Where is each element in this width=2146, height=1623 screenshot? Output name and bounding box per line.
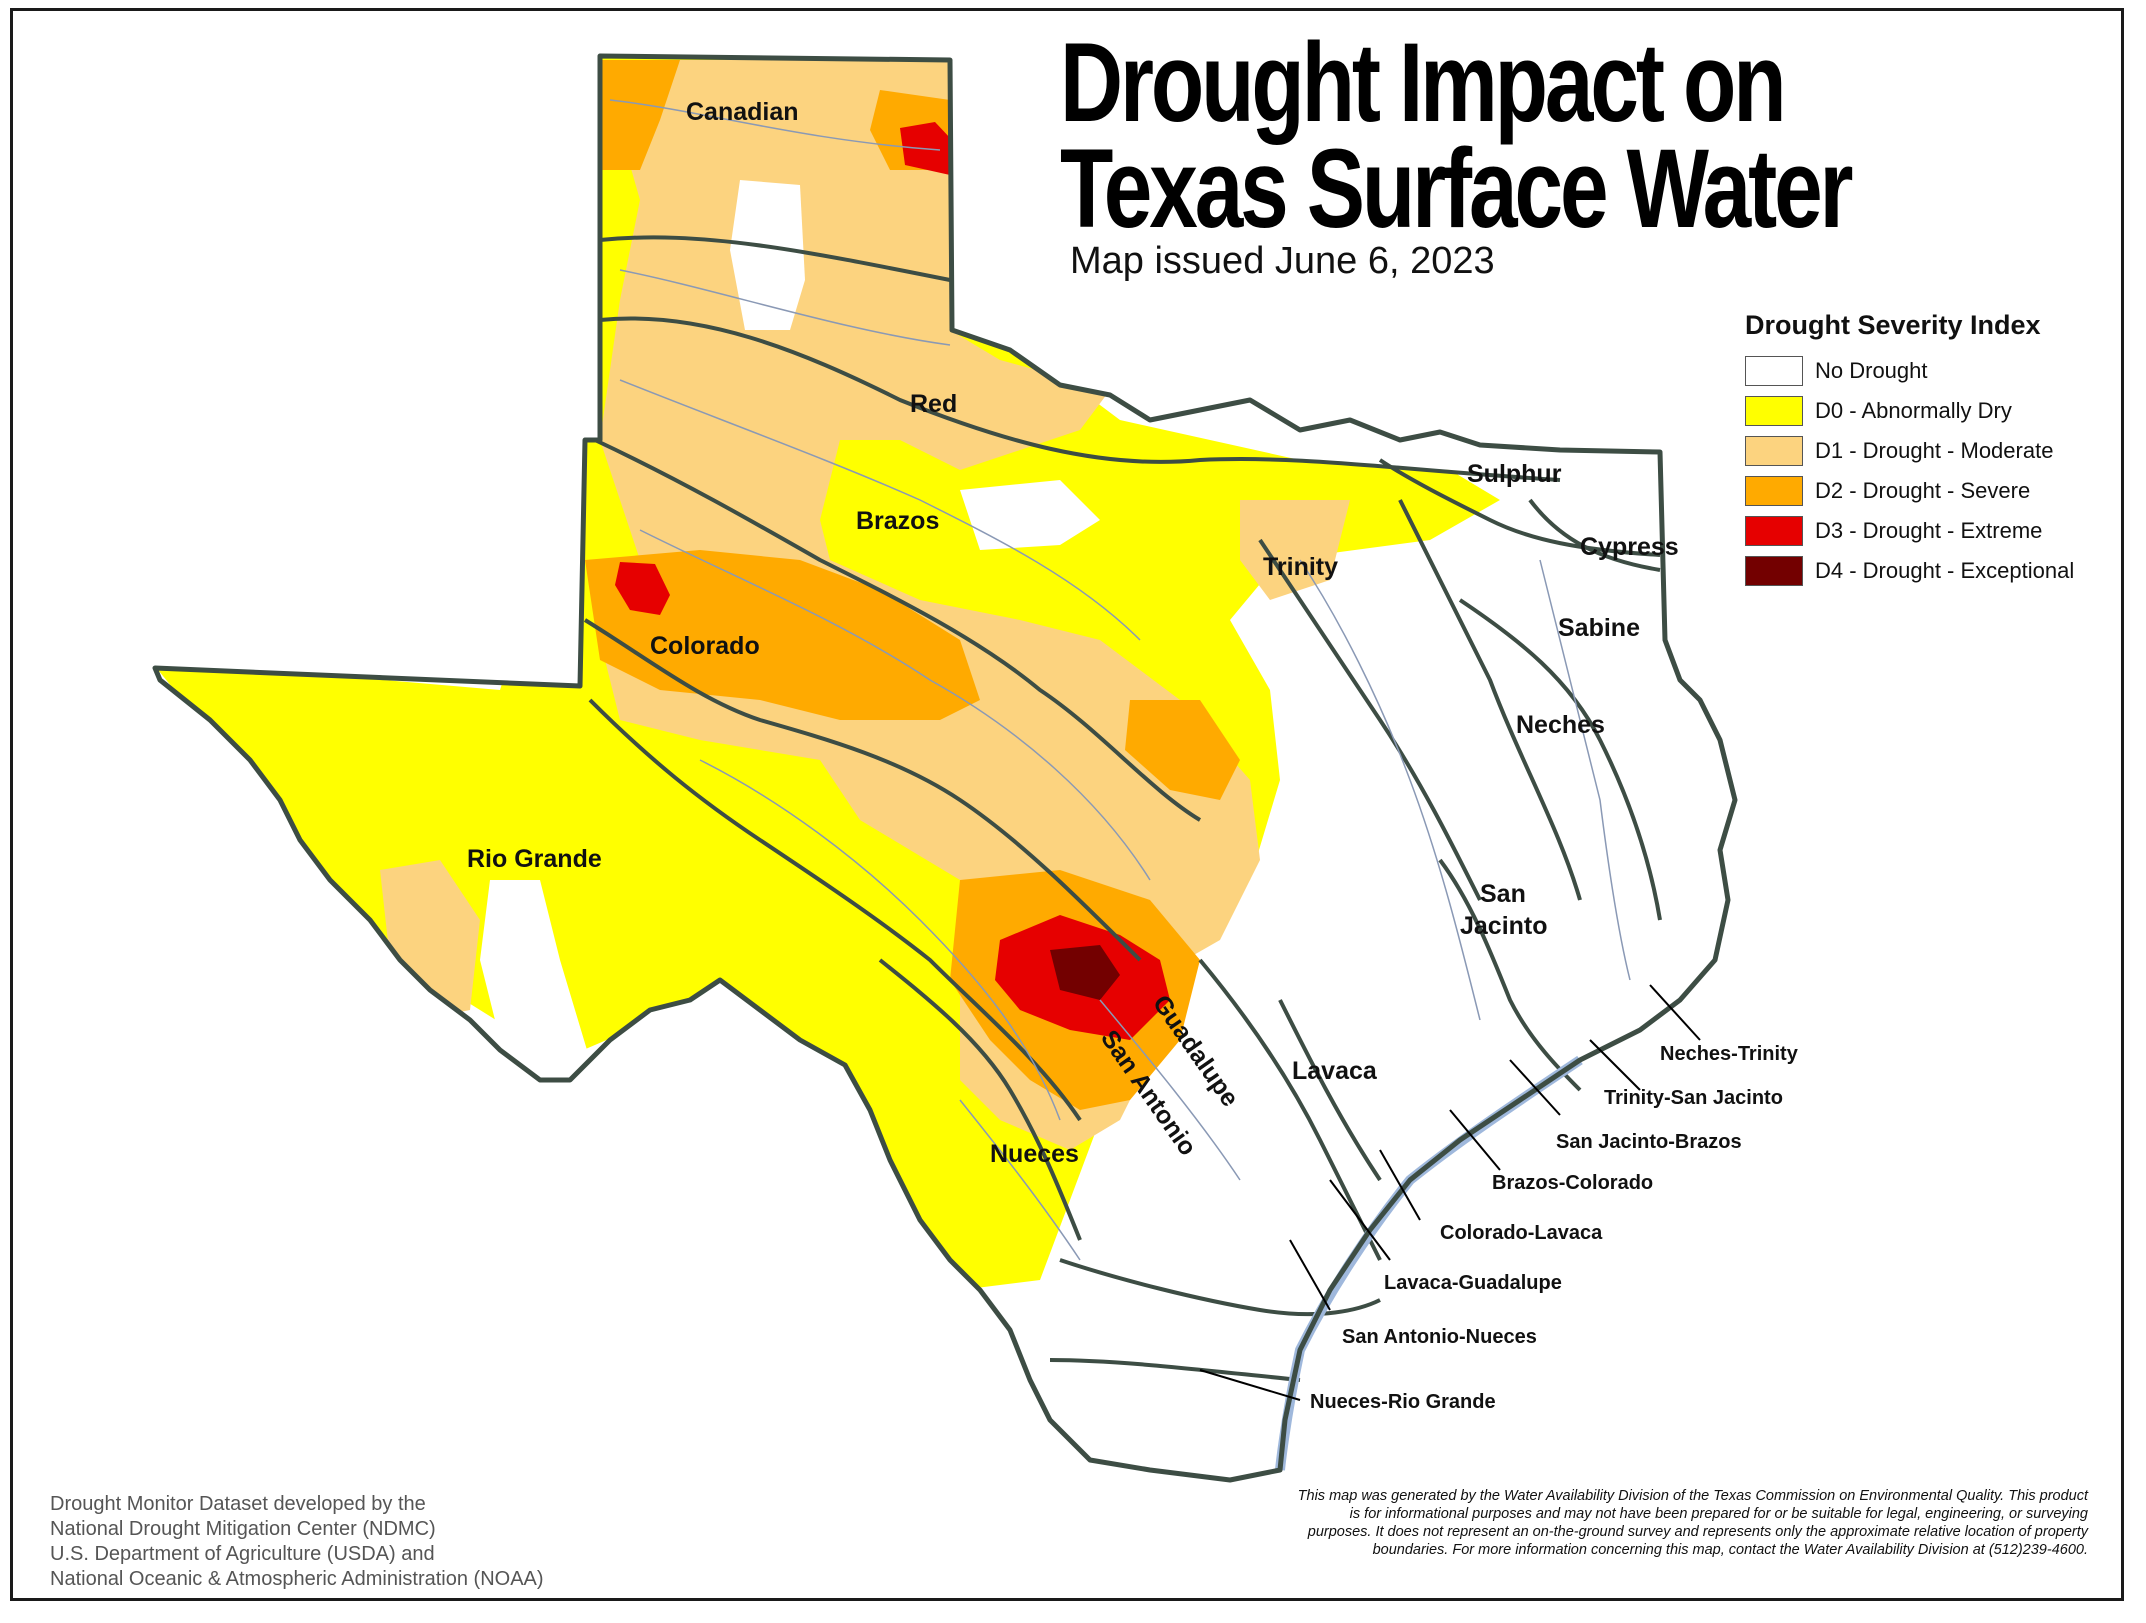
nodrought-canadian <box>730 180 805 330</box>
d2-zone-central <box>1125 700 1240 800</box>
legend-label: D2 - Drought - Severe <box>1815 478 2031 503</box>
legend-item-d0: D0 - Abnormally Dry <box>1745 391 2074 431</box>
nodrought-rio <box>480 880 590 1080</box>
credit-line: National Oceanic & Atmospheric Administr… <box>50 1568 544 1590</box>
basin-label-sulphur: Sulphur <box>1467 460 1562 488</box>
legend-swatch <box>1745 556 1803 586</box>
basin-label-rio-grande: Rio Grande <box>467 845 602 873</box>
basin-label-red: Red <box>910 390 958 418</box>
coastal-label-san-antonio-nueces: San Antonio-Nueces <box>1342 1326 1537 1348</box>
coastal-label-neches-trinity: Neches-Trinity <box>1660 1043 1798 1065</box>
d1-zone-east <box>1240 500 1350 600</box>
legend-item-no-drought: No Drought <box>1745 351 2074 391</box>
legend-swatch <box>1745 476 1803 506</box>
basin-label-cypress: Cypress <box>1580 533 1679 561</box>
d1-zone-north <box>600 60 1260 1150</box>
legend-label: D0 - Abnormally Dry <box>1815 398 2012 423</box>
coastal-label-brazos-colorado: Brazos-Colorado <box>1492 1172 1654 1194</box>
legend-item-d1: D1 - Drought - Moderate <box>1745 431 2074 471</box>
disclaimer: This map was generated by the Water Avai… <box>1297 1488 2088 1558</box>
legend-item-d3: D3 - Drought - Extreme <box>1745 511 2074 551</box>
legend-swatch <box>1745 436 1803 466</box>
texas-outline <box>152 53 1738 1483</box>
coastal-label-san-jacinto-brazos: San Jacinto-Brazos <box>1556 1131 1742 1153</box>
basin-label-sabine: Sabine <box>1558 614 1640 642</box>
coastal-label-nueces-rio-grande: Nueces-Rio Grande <box>1310 1391 1496 1413</box>
data-credit: Drought Monitor Dataset developed by the… <box>50 1492 544 1592</box>
map-subtitle: Map issued June 6, 2023 <box>1070 240 1495 282</box>
credit-line: U.S. Department of Agriculture (USDA) an… <box>50 1543 435 1565</box>
coastal-leader-lines <box>1199 984 1701 1401</box>
legend-label: No Drought <box>1815 358 1928 383</box>
coastal-label-trinity-san-jacinto: Trinity-San Jacinto <box>1604 1087 1783 1109</box>
legend-item-d4: D4 - Drought - Exceptional <box>1745 551 2074 591</box>
coastal-label-colorado-lavaca: Colorado-Lavaca <box>1440 1222 1603 1244</box>
legend-swatch <box>1745 396 1803 426</box>
rivers <box>609 99 1631 1261</box>
coastal-label-lavaca-guadalupe: Lavaca-Guadalupe <box>1384 1272 1562 1294</box>
legend-title: Drought Severity Index <box>1745 310 2041 340</box>
legend-swatch <box>1745 516 1803 546</box>
title-line-2: Texas Surface Water <box>1060 126 1854 251</box>
credit-line: Drought Monitor Dataset developed by the <box>50 1493 426 1515</box>
basin-label-canadian: Canadian <box>686 98 799 126</box>
d4-zone-central <box>1050 945 1120 1000</box>
legend-item-d2: D2 - Drought - Severe <box>1745 471 2074 511</box>
legend-swatch <box>1745 356 1803 386</box>
basin-label-brazos: Brazos <box>856 507 940 535</box>
legend-label: D3 - Drought - Extreme <box>1815 518 2043 543</box>
legend: Drought Severity Index No Drought D0 - A… <box>1745 310 2074 591</box>
drought-zones <box>155 56 1500 1290</box>
legend-label: D4 - Drought - Exceptional <box>1815 558 2075 583</box>
basin-label-san-jacinto-1: San <box>1480 880 1526 908</box>
title-line-1: Drought Impact on <box>1060 20 1787 145</box>
legend-label: D1 - Drought - Moderate <box>1815 438 2054 463</box>
basin-label-lavaca: Lavaca <box>1292 1057 1377 1085</box>
basin-boundaries <box>583 235 1662 1382</box>
d3-zone-colorado <box>615 562 670 615</box>
basin-label-trinity: Trinity <box>1263 553 1339 581</box>
basin-label-neches: Neches <box>1516 711 1605 739</box>
nodrought-red <box>960 480 1100 550</box>
basin-label-san-jacinto-2: Jacinto <box>1460 912 1548 940</box>
d2-zone-canadian <box>600 60 680 170</box>
basin-label-colorado: Colorado <box>650 632 760 660</box>
map-title: Drought Impact on Texas Surface Water <box>1060 20 1854 251</box>
credit-line: National Drought Mitigation Center (NDMC… <box>50 1518 436 1540</box>
basin-label-nueces: Nueces <box>990 1140 1079 1168</box>
